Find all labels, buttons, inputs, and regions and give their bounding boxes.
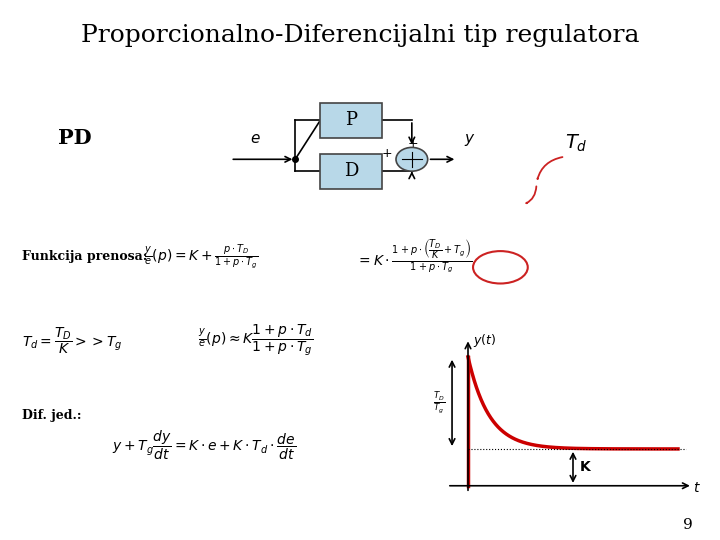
Text: 9: 9 xyxy=(683,518,693,532)
Text: D: D xyxy=(344,163,358,180)
Text: PD: PD xyxy=(58,127,91,148)
Text: $t$: $t$ xyxy=(693,481,701,495)
Text: $y$: $y$ xyxy=(464,132,476,149)
Text: Funkcija prenosa:: Funkcija prenosa: xyxy=(22,250,147,263)
Text: +: + xyxy=(408,137,419,150)
Text: K: K xyxy=(580,460,590,474)
Text: Dif. jed.:: Dif. jed.: xyxy=(22,409,81,422)
Circle shape xyxy=(396,147,428,171)
FancyArrowPatch shape xyxy=(537,157,562,179)
Text: $T_d = \dfrac{T_D}{K} >> T_g$: $T_d = \dfrac{T_D}{K} >> T_g$ xyxy=(22,325,122,355)
Bar xyxy=(320,103,382,138)
Text: Proporcionalno-Diferencijalni tip regulatora: Proporcionalno-Diferencijalni tip regula… xyxy=(81,24,639,46)
FancyArrowPatch shape xyxy=(526,186,536,203)
Text: $\frac{y}{e}(p) = K + \frac{p \cdot T_D}{1 + p \cdot T_g}$: $\frac{y}{e}(p) = K + \frac{p \cdot T_D}… xyxy=(144,242,258,271)
Text: $e$: $e$ xyxy=(251,132,261,146)
Text: $= K \cdot \frac{1 + p \cdot \left(\dfrac{T_D}{K} + T_g\right)}{1 + p \cdot T_g}: $= K \cdot \frac{1 + p \cdot \left(\dfra… xyxy=(356,238,472,275)
Text: +: + xyxy=(382,147,392,160)
Text: $\frac{y}{e}(p) \approx K\dfrac{1 + p \cdot T_d}{1 + p \cdot T_g}$: $\frac{y}{e}(p) \approx K\dfrac{1 + p \c… xyxy=(198,322,313,358)
Text: $y(t)$: $y(t)$ xyxy=(473,332,496,349)
Text: $\frac{T_D}{T_g}$: $\frac{T_D}{T_g}$ xyxy=(433,390,446,416)
Text: P: P xyxy=(345,111,357,129)
Bar xyxy=(320,154,382,189)
Text: $T_d$: $T_d$ xyxy=(564,132,588,154)
Text: $y + T_g\dfrac{dy}{dt} = K \cdot e + K \cdot T_d \cdot \dfrac{de}{dt}$: $y + T_g\dfrac{dy}{dt} = K \cdot e + K \… xyxy=(112,429,296,462)
